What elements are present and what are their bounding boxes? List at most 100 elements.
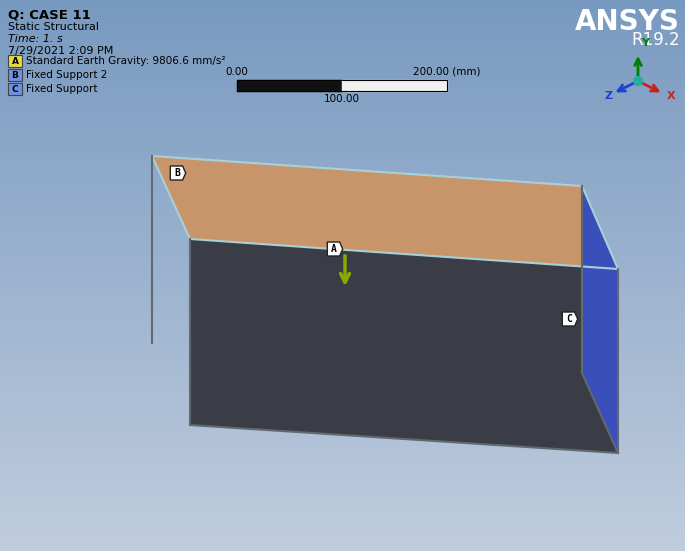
FancyBboxPatch shape	[8, 69, 22, 81]
Text: Fixed Support 2: Fixed Support 2	[26, 70, 108, 80]
Bar	[0, 192, 685, 197]
Bar	[0, 357, 685, 363]
Bar	[0, 398, 685, 404]
Text: 100.00: 100.00	[324, 94, 360, 104]
Bar	[0, 302, 685, 307]
Bar	[0, 329, 685, 335]
Polygon shape	[582, 186, 618, 453]
Bar	[0, 31, 685, 37]
Bar	[0, 164, 685, 170]
Bar	[0, 197, 685, 202]
Bar	[0, 311, 685, 317]
Bar	[0, 477, 685, 482]
Bar	[0, 270, 685, 276]
Bar	[0, 445, 685, 450]
Bar	[0, 82, 685, 87]
Polygon shape	[171, 166, 186, 180]
Bar	[0, 394, 685, 399]
Bar	[0, 467, 685, 473]
Bar	[0, 380, 685, 386]
Bar	[0, 284, 685, 289]
Bar	[0, 486, 685, 491]
Bar	[0, 536, 685, 542]
Bar	[0, 118, 685, 124]
Text: 7/29/2021 2:09 PM: 7/29/2021 2:09 PM	[8, 46, 114, 56]
Text: C: C	[566, 314, 572, 324]
Bar	[0, 545, 685, 551]
Bar	[0, 274, 685, 280]
Bar	[0, 514, 685, 519]
Bar	[0, 298, 685, 303]
Bar	[0, 472, 685, 478]
Bar	[0, 73, 685, 78]
Bar	[0, 123, 685, 128]
Bar	[0, 91, 685, 96]
Bar	[0, 178, 685, 183]
Bar	[0, 13, 685, 18]
Bar	[0, 504, 685, 510]
Bar	[0, 54, 685, 60]
Bar	[0, 87, 685, 92]
Bar	[0, 8, 685, 14]
Bar	[0, 261, 685, 266]
Text: B: B	[12, 71, 18, 79]
Bar	[0, 63, 685, 69]
Bar	[0, 307, 685, 312]
Polygon shape	[562, 312, 577, 326]
Bar	[0, 495, 685, 500]
Bar	[0, 385, 685, 390]
Bar	[0, 325, 685, 331]
Bar	[0, 362, 685, 368]
Bar	[0, 247, 685, 252]
Bar	[0, 426, 685, 431]
Text: Y: Y	[641, 38, 649, 48]
Bar	[0, 68, 685, 73]
Bar	[0, 114, 685, 120]
Bar	[0, 518, 685, 523]
Bar	[0, 431, 685, 436]
Bar	[0, 321, 685, 326]
Bar	[0, 279, 685, 285]
Text: Static Structural: Static Structural	[8, 22, 99, 32]
Bar	[0, 343, 685, 349]
Polygon shape	[152, 156, 618, 269]
Bar	[0, 4, 685, 9]
Text: Q: CASE 11: Q: CASE 11	[8, 8, 90, 21]
Bar	[0, 109, 685, 115]
Bar	[0, 0, 685, 4]
Text: 200.00 (mm): 200.00 (mm)	[413, 67, 481, 77]
Bar	[0, 256, 685, 262]
Bar	[0, 500, 685, 505]
Bar	[0, 417, 685, 423]
Bar	[0, 440, 685, 445]
Bar	[0, 174, 685, 179]
Bar	[0, 371, 685, 376]
Bar	[0, 100, 685, 106]
Bar	[0, 187, 685, 193]
Bar	[0, 334, 685, 340]
Text: Fixed Support: Fixed Support	[26, 84, 97, 94]
Text: R19.2: R19.2	[632, 31, 680, 49]
Bar	[0, 224, 685, 230]
FancyBboxPatch shape	[8, 55, 22, 67]
Bar	[0, 390, 685, 395]
Bar	[0, 50, 685, 55]
Bar	[0, 316, 685, 321]
Bar	[0, 132, 685, 138]
Text: B: B	[174, 168, 180, 178]
Bar	[0, 449, 685, 455]
Bar	[0, 206, 685, 211]
Bar	[0, 541, 685, 547]
Bar	[0, 18, 685, 23]
Bar	[0, 137, 685, 142]
Text: C: C	[12, 84, 18, 94]
Bar	[0, 142, 685, 147]
Text: Time: 1. s: Time: 1. s	[8, 34, 63, 44]
Text: A: A	[12, 57, 18, 66]
Bar	[0, 422, 685, 427]
Bar	[0, 242, 685, 248]
Bar	[0, 353, 685, 358]
Bar	[0, 366, 685, 372]
Bar	[0, 128, 685, 133]
Bar	[0, 77, 685, 83]
